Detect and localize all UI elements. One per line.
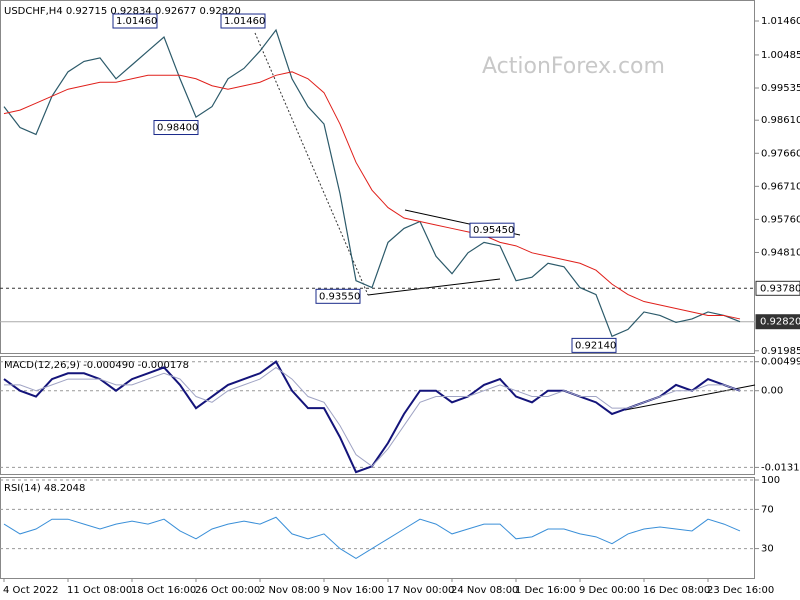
y-tick-label: 1.01460 xyxy=(761,16,800,27)
annotation-box xyxy=(315,288,361,304)
trend-line xyxy=(367,278,501,296)
rsi-panel xyxy=(0,477,755,579)
price-panel xyxy=(0,0,755,354)
annotation-label: 0.93550 xyxy=(319,291,360,302)
level-label-box xyxy=(755,280,800,296)
x-tick-label: 26 Oct 00:00 xyxy=(195,585,260,596)
y-tick-label: 0.97660 xyxy=(761,148,800,159)
y-tick-label: 0.96710 xyxy=(761,181,800,192)
x-tick-label: 2 Nov 08:00 xyxy=(259,585,320,596)
x-tick-label: 18 Oct 16:00 xyxy=(131,585,196,596)
x-tick-label: 23 Dec 16:00 xyxy=(707,585,774,596)
annotation-label: 1.01460 xyxy=(224,16,265,27)
x-tick-label: 11 Oct 08:00 xyxy=(67,585,132,596)
y-tick-label: -0.013193 xyxy=(761,462,800,473)
annotation-label: 0.98400 xyxy=(157,123,198,134)
y-tick-label: 0.94810 xyxy=(761,247,800,258)
annotation-label: 0.95450 xyxy=(473,225,514,236)
annotation-box xyxy=(571,337,617,353)
y-tick-label: 1.00485 xyxy=(761,50,800,61)
y-tick-label: 30 xyxy=(761,544,774,555)
panel-title: USDCHF,H4 0.92715 0.92834 0.92677 0.9282… xyxy=(4,6,241,17)
series-line xyxy=(3,71,741,320)
y-tick-label: 100 xyxy=(761,475,780,486)
x-tick-label: 17 Nov 00:00 xyxy=(387,585,454,596)
y-tick-label: 70 xyxy=(761,504,774,515)
watermark: ActionForex.com xyxy=(482,54,665,79)
y-tick-label: 0.99535 xyxy=(761,83,800,94)
series-line xyxy=(4,366,741,467)
annotation-box xyxy=(469,222,515,238)
macd-panel xyxy=(0,356,755,475)
level-label-box xyxy=(755,314,800,330)
series-line xyxy=(3,28,741,338)
annotation-label: 0.92140 xyxy=(575,340,616,351)
y-tick-label: 0.95760 xyxy=(761,214,800,225)
x-tick-label: 9 Dec 00:00 xyxy=(579,585,640,596)
level-label: 0.92820 xyxy=(760,317,800,328)
level-label: 0.93780 xyxy=(760,283,800,294)
x-tick-label: 1 Dec 16:00 xyxy=(515,585,576,596)
annotation-box xyxy=(112,13,158,29)
x-tick-label: 16 Dec 08:00 xyxy=(643,585,710,596)
x-tick-label: 4 Oct 2022 xyxy=(3,585,58,596)
series-line xyxy=(3,516,741,559)
trend-line xyxy=(254,32,369,296)
panel-title: MACD(12,26,9) -0.000490 -0.000178 xyxy=(4,360,189,371)
x-tick-label: 24 Nov 08:00 xyxy=(451,585,518,596)
y-tick-label: 0.91985 xyxy=(761,346,800,357)
annotation-box xyxy=(153,120,199,136)
annotation-label: 1.01460 xyxy=(116,16,157,27)
y-tick-label: 0.00 xyxy=(761,386,783,397)
annotation-box xyxy=(220,13,266,29)
x-tick-label: 9 Nov 16:00 xyxy=(323,585,384,596)
panel-title: RSI(14) 48.2048 xyxy=(4,483,85,494)
y-tick-label: 0.004993 xyxy=(761,357,800,368)
y-tick-label: 0.98610 xyxy=(761,115,800,126)
